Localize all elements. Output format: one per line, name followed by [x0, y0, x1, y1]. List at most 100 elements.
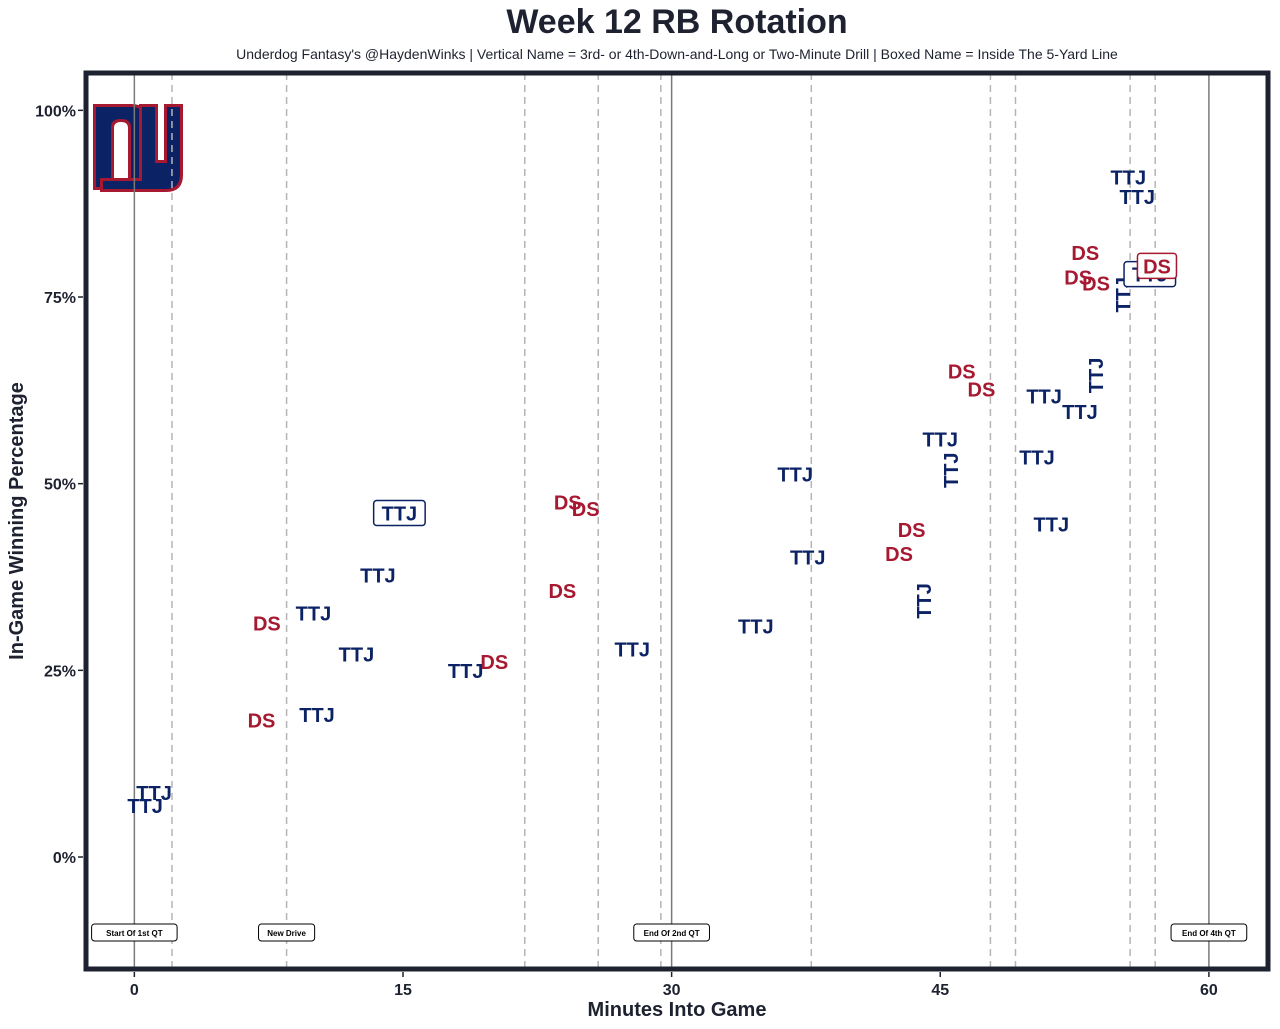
point-ttj-normal: TTJ [339, 645, 375, 667]
point-label: DS [885, 544, 913, 566]
point-label: DS [1082, 274, 1110, 296]
point-label: DS [572, 499, 600, 521]
team-logo [93, 104, 183, 192]
point-label: TTJ [1026, 386, 1062, 408]
point-ds-normal: DS [885, 544, 913, 566]
point-label: DS [1071, 243, 1099, 265]
x-tick-label: 60 [1200, 982, 1218, 999]
x-tick-label: 30 [663, 982, 681, 999]
event-annotation: End Of 4th QT [1170, 923, 1248, 942]
annotation-label: End Of 2nd QT [644, 929, 700, 938]
annotation-box [633, 923, 710, 942]
inside-5-box [372, 499, 426, 527]
event-annotation: End Of 2nd QT [633, 923, 710, 942]
point-ttj-normal: TTJ [296, 604, 332, 626]
point-label: TTJ [360, 566, 396, 588]
point-ds-normal: DS [1064, 268, 1092, 290]
point-ttj-normal: TTJ [614, 639, 650, 661]
point-ds-normal: DS [248, 710, 276, 732]
point-label: TTJ [777, 465, 813, 487]
point-label: TTJ [914, 583, 936, 619]
annotation-box [91, 923, 178, 942]
point-label: TTJ [1119, 187, 1155, 209]
x-tick-label: 45 [931, 982, 949, 999]
point-ttj-normal: TTJ [448, 661, 484, 683]
point-label: TTJ [299, 705, 335, 727]
point-label: TTJ [790, 548, 826, 570]
x-tick-label: 0 [130, 982, 139, 999]
y-axis-label: In-Game Winning Percentage [6, 382, 28, 660]
x-tick-label: 15 [394, 982, 412, 999]
annotation-box [258, 923, 316, 942]
logo-n-shape [96, 107, 146, 187]
annotation-label: New Drive [267, 929, 306, 938]
y-tick-label: 100% [35, 103, 76, 120]
point-ttj-vertical: TTJ [914, 583, 936, 619]
event-annotations: Start Of 1st QT New Drive End Of 2nd QT End… [91, 923, 1248, 942]
point-label: DS [554, 492, 582, 514]
point-label: DS [248, 710, 276, 732]
x-axis-label: Minutes Into Game [588, 999, 767, 1021]
point-ds-normal: DS [253, 613, 281, 635]
rotation-points: TTJTTJDSDSTTJTTJTTJTTJTTJTTJDSDSDSDSTTJT… [127, 168, 1178, 818]
point-ds-normal: DS [572, 499, 600, 521]
point-ds-normal: DS [480, 652, 508, 674]
point-ds-normal: DS [948, 362, 976, 384]
point-ttj-normal: TTJ [1111, 168, 1147, 190]
point-label: TTJ [1062, 402, 1098, 424]
point-ttj-normal: TTJ [1019, 448, 1055, 470]
point-ttj-normal: TTJ [127, 796, 163, 818]
point-ttj-normal: TTJ [299, 705, 335, 727]
point-label: DS [253, 613, 281, 635]
point-label: DS [1143, 256, 1171, 278]
point-ds-normal: DS [968, 380, 996, 402]
point-label: TTJ [941, 452, 963, 488]
point-ttj-normal: TTJ [738, 616, 774, 638]
point-ttj-normal: TTJ [777, 465, 813, 487]
x-axis-ticks: 0 15 30 45 60 [130, 972, 1218, 999]
point-label: DS [898, 520, 926, 542]
y-tick-label: 75% [44, 290, 76, 307]
quarter-lines [133, 73, 1210, 969]
annotation-label: End Of 4th QT [1182, 929, 1236, 938]
point-ttj-normal: TTJ [790, 548, 826, 570]
y-tick-label: 50% [44, 477, 76, 494]
point-label: TTJ [1086, 358, 1108, 394]
annotation-box [1170, 923, 1248, 942]
point-ds-normal: DS [1082, 274, 1110, 296]
point-label: TTJ [136, 783, 172, 805]
point-label: DS [968, 380, 996, 402]
y-tick-label: 25% [44, 663, 76, 680]
point-label: TTJ [339, 645, 375, 667]
y-axis-ticks: 0% 25% 50% 75% 100% [35, 103, 83, 867]
point-ds-normal: DS [554, 492, 582, 514]
event-annotation: New Drive [258, 923, 316, 942]
point-ttj-normal: TTJ [136, 783, 172, 805]
point-label: TTJ [296, 604, 332, 626]
point-label: DS [480, 652, 508, 674]
plot-frame [83, 70, 1271, 972]
point-label: TTJ [127, 796, 163, 818]
point-ttj-vertical: TTJ [941, 452, 963, 488]
point-label: DS [948, 362, 976, 384]
point-ds-normal: DS [548, 581, 576, 603]
point-label: TTJ [614, 639, 650, 661]
drive-lines [171, 73, 1156, 969]
chart-title: Week 12 RB Rotation [506, 3, 847, 41]
point-label: TTJ [1019, 448, 1055, 470]
point-label: TTJ [382, 504, 418, 526]
event-annotation: Start Of 1st QT [91, 923, 178, 942]
point-label: TTJ [448, 661, 484, 683]
point-ds-normal: DS [1071, 243, 1099, 265]
point-label: DS [548, 581, 576, 603]
point-label: TTJ [1034, 515, 1070, 537]
chart-subtitle: Underdog Fantasy's @HaydenWinks | Vertic… [236, 46, 1118, 62]
point-label: DS [1064, 268, 1092, 290]
point-ttj-normal: TTJ [922, 430, 958, 452]
y-tick-label: 0% [53, 850, 76, 867]
point-ttj-normal: TTJ [1062, 402, 1098, 424]
point-ds-boxed: DS [1136, 252, 1178, 280]
annotation-label: Start Of 1st QT [106, 929, 163, 938]
point-label: TTJ [1111, 168, 1147, 190]
